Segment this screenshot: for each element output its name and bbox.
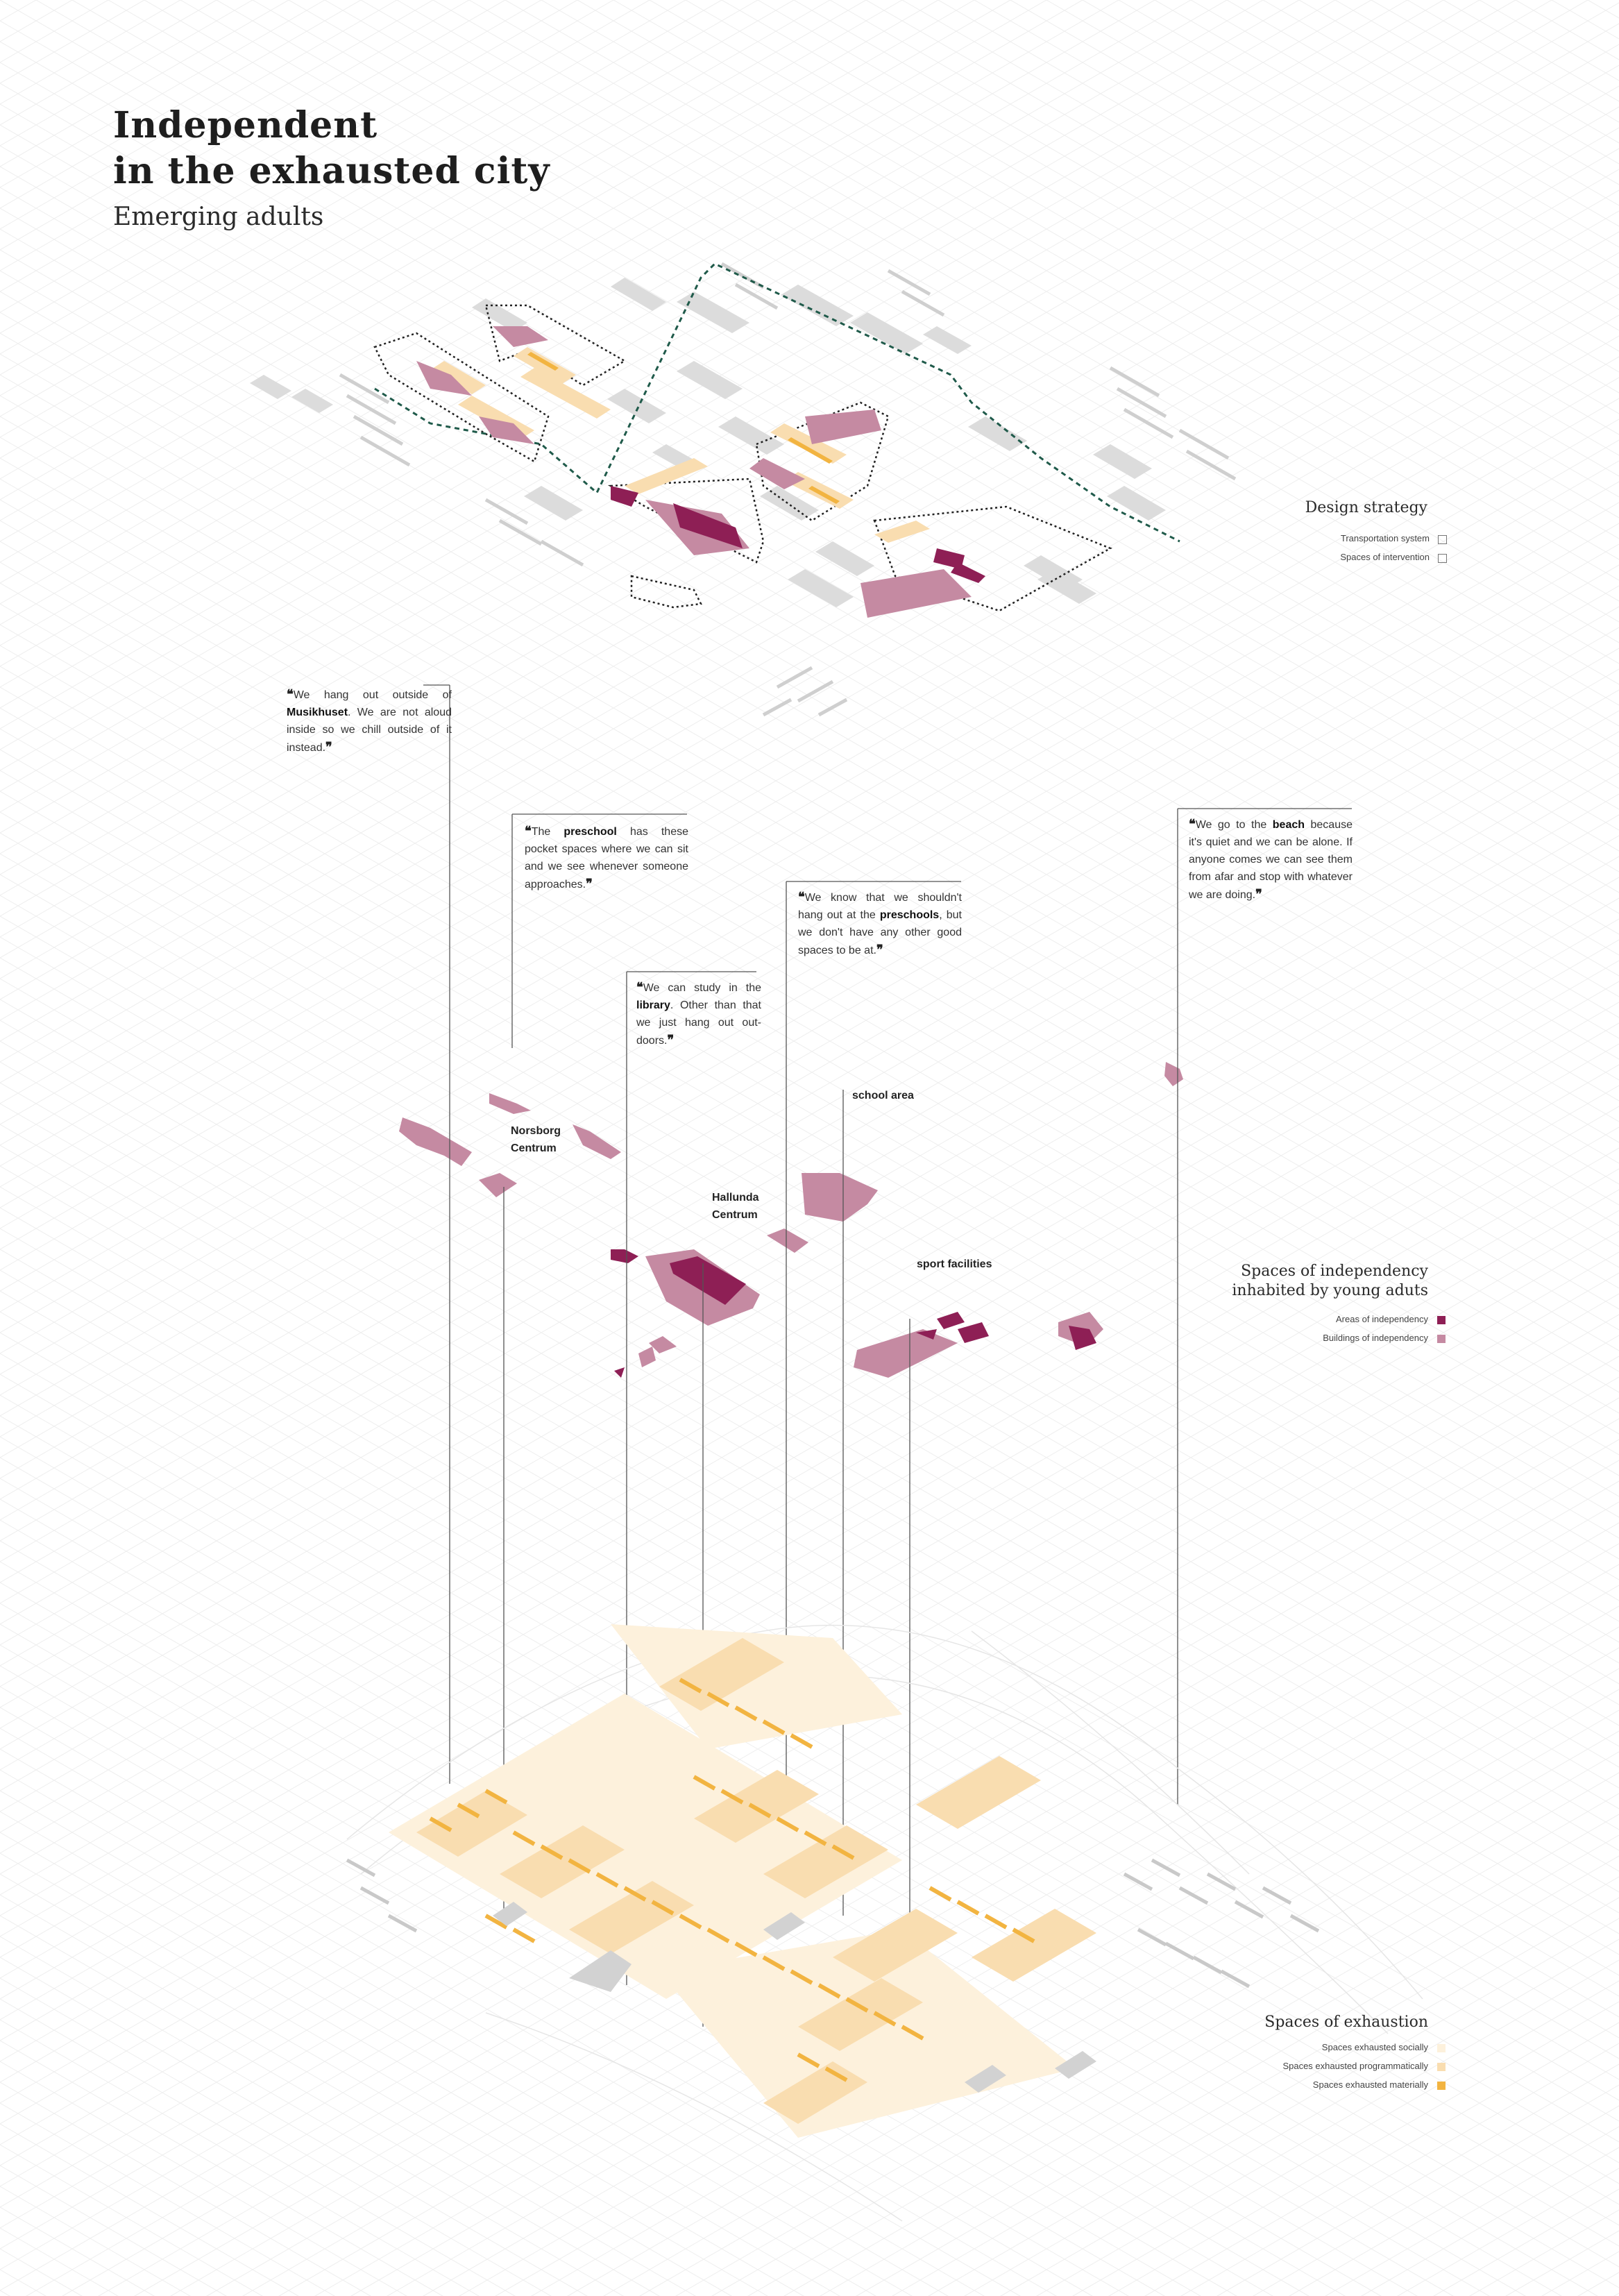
- open-quote-icon: ❝: [287, 687, 294, 702]
- label-hallunda-centrum: Hallunda Centrum: [712, 1189, 759, 1224]
- legend-title-line: inhabited by young aduts: [1232, 1282, 1428, 1299]
- independency-layer: [399, 1062, 1183, 1378]
- legend-design-title: Design strategy: [1305, 499, 1427, 516]
- quote-text: We hang out outside of: [293, 689, 452, 701]
- legend-independency-title: Spaces of independency inhabited by youn…: [1232, 1262, 1428, 1301]
- close-quote-icon: ❞: [586, 877, 593, 891]
- page-title: Independent in the exhausted city: [113, 103, 550, 194]
- open-quote-icon: ❝: [798, 890, 805, 904]
- quote-library: ❝We can study in the library. Other than…: [636, 979, 761, 1049]
- quote-musikhuset: ❝We hang out outside of Musikhuset. We a…: [287, 686, 452, 757]
- title-line-2: in the exhausted city: [113, 150, 550, 192]
- place-line: Centrum: [712, 1209, 758, 1221]
- legend-swatch-social: [1437, 2044, 1446, 2052]
- legend-item-social: Spaces exhausted socially: [1321, 2042, 1428, 2052]
- legend-item-programmatic: Spaces exhausted programmatically: [1282, 2061, 1428, 2071]
- quote-text: has these pocket spaces where we can sit…: [525, 826, 689, 890]
- legend-item-intervention: Spaces of intervention: [1340, 552, 1430, 562]
- quote-text: because it's quiet and we can be alone. …: [1189, 819, 1353, 901]
- legend-exhaustion-title: Spaces of exhaustion: [1264, 2014, 1428, 2031]
- quote-text: We go to the: [1195, 819, 1273, 831]
- legend-swatch-buildings: [1437, 1335, 1446, 1343]
- legend-swatch-intervention: [1438, 554, 1447, 563]
- page-subtitle: Emerging adults: [113, 203, 324, 231]
- legend-item-transportation: Transportation system: [1340, 533, 1430, 543]
- quote-text: We know that we shouldn't hang out at th…: [798, 892, 962, 921]
- legend-item-buildings: Buildings of independency: [1323, 1333, 1428, 1343]
- label-norsborg-centrum: Norsborg Centrum: [511, 1122, 561, 1157]
- exhaustion-map: [346, 1624, 1423, 2222]
- quote-keyword: beach: [1272, 819, 1305, 831]
- close-quote-icon: ❞: [1255, 887, 1262, 902]
- quote-text: . Other than that we just hang out out-d…: [636, 999, 761, 1047]
- place-line: Norsborg: [511, 1125, 561, 1137]
- legend-swatch-areas: [1437, 1316, 1446, 1324]
- legend-item-areas: Areas of independency: [1336, 1314, 1428, 1324]
- quote-text: . We are not aloud inside so we chill ou…: [287, 707, 452, 754]
- open-quote-icon: ❝: [1189, 817, 1196, 832]
- close-quote-icon: ❞: [325, 740, 332, 754]
- close-quote-icon: ❞: [667, 1033, 675, 1047]
- quote-keyword: library: [636, 999, 670, 1011]
- quote-preschool: ❝The preschool has these pocket spaces w…: [525, 822, 688, 893]
- legend-swatch-transportation: [1438, 535, 1447, 544]
- legend-swatch-material: [1437, 2082, 1446, 2090]
- legend-swatch-programmatic: [1437, 2063, 1446, 2071]
- legend-title-line: Spaces of independency: [1241, 1263, 1428, 1280]
- close-quote-icon: ❞: [876, 943, 883, 957]
- open-quote-icon: ❝: [525, 824, 532, 838]
- place-line: Centrum: [511, 1142, 557, 1154]
- label-school-area: school area: [852, 1090, 914, 1101]
- quote-preschools: ❝We know that we shouldn't hang out at t…: [798, 888, 962, 959]
- open-quote-icon: ❝: [636, 980, 643, 995]
- label-sport-facilities: sport facilities: [917, 1258, 992, 1270]
- quote-text: The: [531, 826, 564, 838]
- quote-keyword: preschools: [879, 909, 940, 921]
- quote-beach: ❝We go to the beach because it's quiet a…: [1189, 816, 1353, 904]
- legend-item-material: Spaces exhausted materially: [1312, 2079, 1428, 2090]
- quote-text: , but we don't have any other good space…: [798, 909, 962, 956]
- quote-keyword: preschool: [563, 826, 617, 838]
- quote-keyword: Musikhuset: [287, 707, 348, 718]
- title-line-1: Independent: [113, 104, 378, 146]
- design-strategy-map: [250, 262, 1237, 717]
- place-line: Hallunda: [712, 1192, 759, 1204]
- quote-text: We can study in the: [643, 982, 761, 994]
